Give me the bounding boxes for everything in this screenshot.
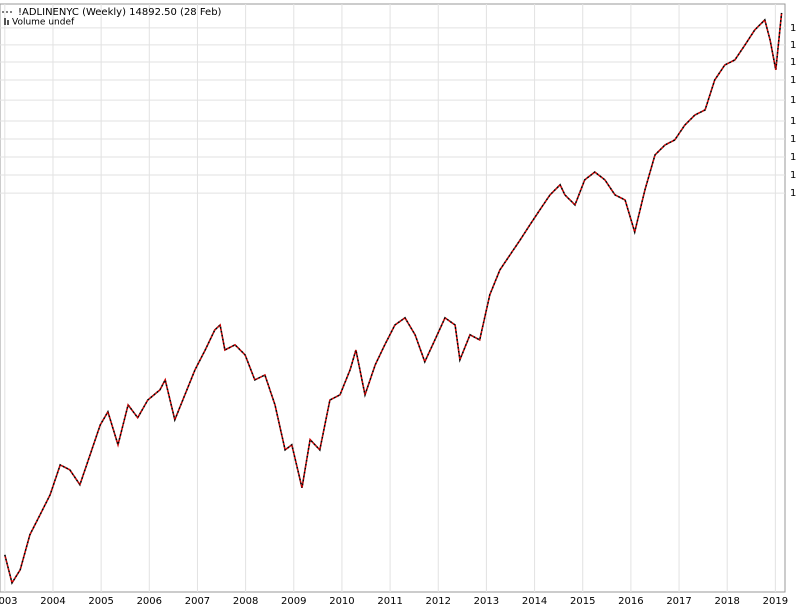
y-tick-label: 1 — [790, 40, 796, 51]
x-tick-label: 2008 — [233, 596, 258, 607]
y-tick-label: 1 — [790, 23, 796, 34]
x-tick-label: 2011 — [377, 596, 402, 607]
x-tick-label: 2018 — [714, 596, 739, 607]
y-tick-label: 1 — [790, 134, 796, 145]
volume-icon — [4, 18, 6, 25]
x-tick-label: 2017 — [666, 596, 691, 607]
plot-frame — [0, 3, 786, 593]
x-tick-label: 2012 — [426, 596, 451, 607]
y-tick-label: 1 — [790, 188, 796, 199]
y-tick-label: 1 — [790, 170, 796, 181]
x-tick-label: 2016 — [618, 596, 643, 607]
line-overlay — [4, 12, 783, 585]
x-tick-label: 2007 — [185, 596, 210, 607]
subtitle: Volume undef — [12, 18, 75, 28]
chart-title: !ADLINENYC (Weekly) 14892.50 (28 Feb) — [18, 7, 222, 18]
x-tick-label: 2006 — [137, 596, 162, 607]
x-tick-label: 2004 — [40, 596, 65, 607]
x-tick-label: 2010 — [329, 596, 354, 607]
y-tick-label: 1 — [790, 57, 796, 68]
y-tick-label: 1 — [790, 95, 796, 106]
x-tick-label: 2005 — [88, 596, 113, 607]
x-tick-label: 2014 — [522, 596, 547, 607]
x-tick-label: 2009 — [281, 596, 306, 607]
line — [4, 12, 783, 585]
y-tick-label: 1 — [790, 152, 796, 163]
x-tick-label: 2015 — [570, 596, 595, 607]
volume-icon — [7, 20, 9, 25]
x-tick-label: 2003 — [0, 596, 18, 607]
x-tick-label: 2013 — [474, 596, 499, 607]
x-tick-label: 2019 — [763, 596, 788, 607]
y-tick-label: 1 — [790, 116, 796, 127]
y-tick-label: 1 — [790, 75, 796, 86]
